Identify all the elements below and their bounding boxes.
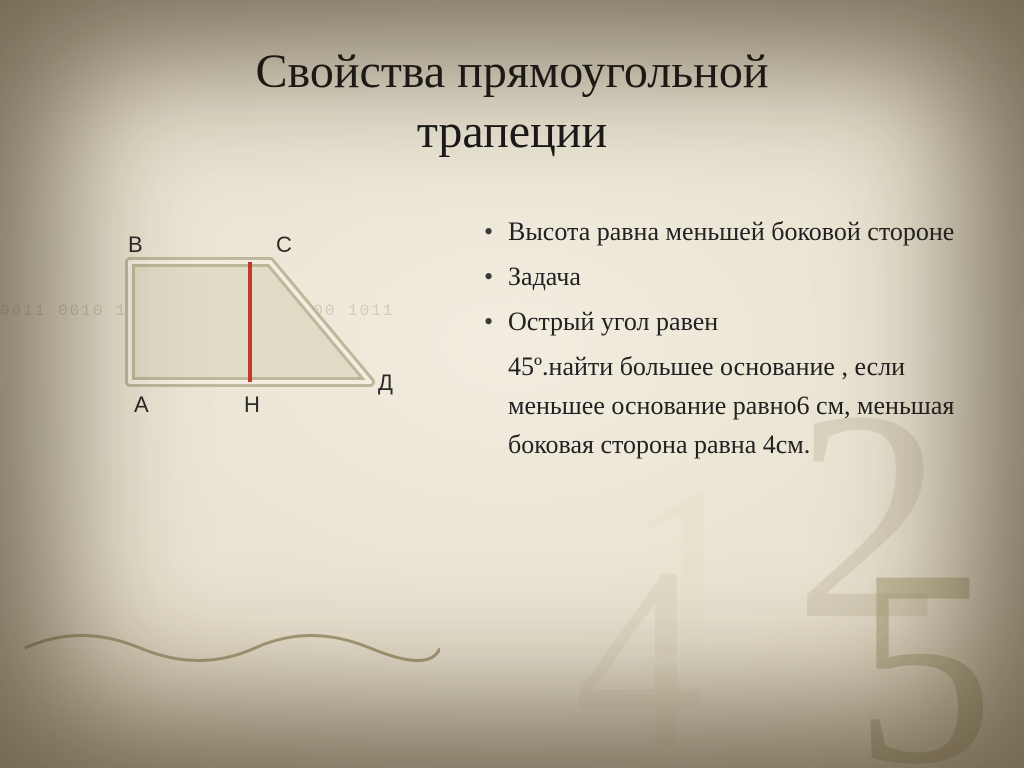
left-column: 0011 0010 1010 1101 0001 0100 1011 В С А… bbox=[60, 202, 440, 442]
slide: Свойства прямоугольной трапеции 0011 001… bbox=[0, 0, 1024, 768]
vertex-label-b: В bbox=[128, 232, 143, 258]
diagram-svg bbox=[60, 212, 400, 442]
body-paragraph: 45º.найти большее основание , если меньш… bbox=[480, 347, 964, 464]
bullet-2: Задача bbox=[480, 257, 964, 296]
trapezoid-diagram: В С А Н Д bbox=[60, 212, 400, 442]
bullet-list: Высота равна меньшей боковой стороне Зад… bbox=[480, 212, 964, 341]
bullet-3: Острый угол равен bbox=[480, 302, 964, 341]
vertex-label-a: А bbox=[134, 392, 149, 418]
content-row: 0011 0010 1010 1101 0001 0100 1011 В С А… bbox=[60, 202, 964, 464]
right-column: Высота равна меньшей боковой стороне Зад… bbox=[480, 202, 964, 464]
vertex-label-h: Н bbox=[244, 392, 260, 418]
vertex-label-d: Д bbox=[378, 370, 393, 396]
decor-swoosh bbox=[20, 618, 440, 678]
decor-number-1: 1 bbox=[624, 429, 754, 728]
vertex-label-c: С bbox=[276, 232, 292, 258]
title-line-2: трапеции bbox=[417, 105, 607, 158]
bullet-1: Высота равна меньшей боковой стороне bbox=[480, 212, 964, 251]
title-line-1: Свойства прямоугольной bbox=[255, 45, 768, 98]
decor-number-5: 5 bbox=[854, 505, 994, 768]
slide-title: Свойства прямоугольной трапеции bbox=[60, 42, 964, 162]
decor-number-4: 4 bbox=[574, 509, 704, 768]
